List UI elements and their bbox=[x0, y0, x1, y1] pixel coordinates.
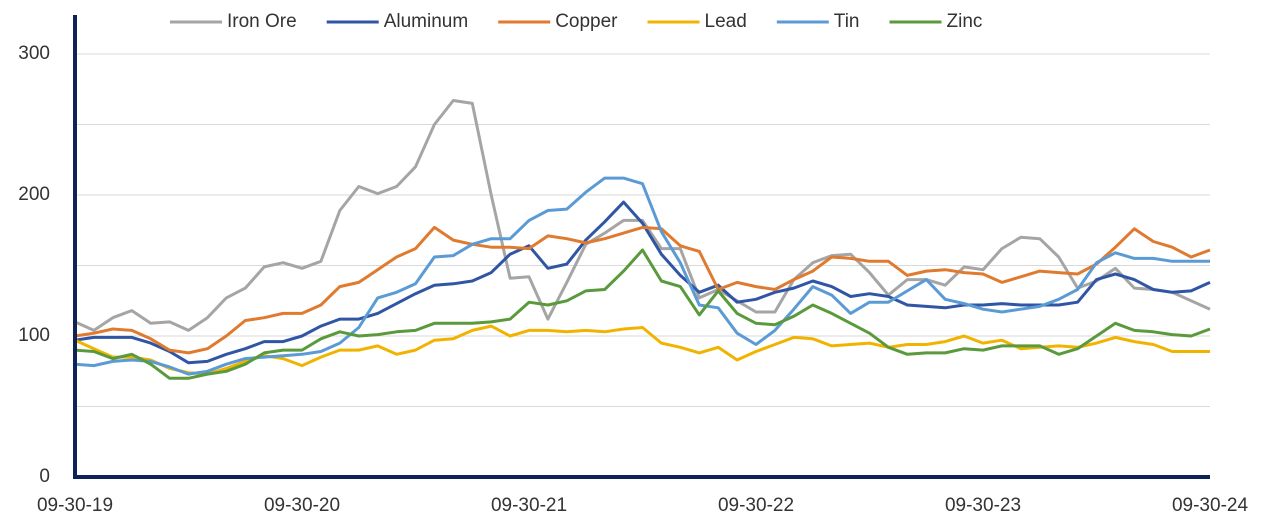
y-tick-label: 200 bbox=[18, 184, 50, 205]
series-line bbox=[74, 176, 1210, 376]
y-tick-label: 100 bbox=[18, 325, 50, 346]
legend-label: Zinc bbox=[947, 11, 983, 32]
legend-label: Lead bbox=[705, 11, 747, 32]
legend-label: Iron Ore bbox=[227, 11, 297, 32]
x-tick-label: 09-30-24 bbox=[1172, 495, 1248, 516]
legend-label: Aluminum bbox=[384, 11, 468, 32]
x-tick-label: 09-30-22 bbox=[718, 495, 794, 516]
legend-label: Tin bbox=[834, 11, 860, 32]
y-tick-label: 0 bbox=[39, 466, 50, 487]
x-tick-label: 09-30-21 bbox=[491, 495, 567, 516]
x-tick-label: 09-30-20 bbox=[264, 495, 340, 516]
x-tick-label: 09-30-19 bbox=[37, 495, 113, 516]
series-line bbox=[74, 248, 1211, 380]
legend-label: Copper bbox=[555, 11, 618, 32]
y-tick-label: 300 bbox=[18, 43, 50, 64]
series-line bbox=[74, 200, 1211, 365]
series-line bbox=[74, 225, 1211, 355]
x-tick-label: 09-30-23 bbox=[945, 495, 1021, 516]
series-line bbox=[74, 99, 1211, 332]
